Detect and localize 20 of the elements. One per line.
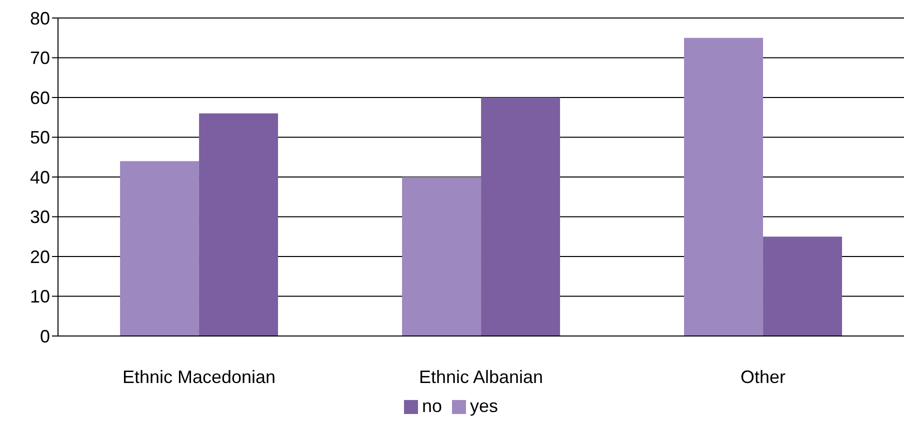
- bar: [763, 236, 842, 336]
- bar: [120, 161, 200, 336]
- y-tick-label: 80: [30, 8, 50, 28]
- x-tick-label: Ethnic Macedonian: [122, 366, 276, 387]
- legend-label: yes: [470, 396, 498, 416]
- y-tick-label: 0: [40, 326, 50, 346]
- bar: [199, 113, 278, 336]
- x-tick-label: Ethnic Albanian: [418, 366, 544, 387]
- legend-label: no: [422, 396, 442, 416]
- y-tick-label: 70: [30, 48, 50, 68]
- y-tick-label: 10: [30, 286, 50, 307]
- bar: [481, 98, 560, 336]
- y-tick-label: 50: [30, 128, 50, 148]
- x-tick-label: Other: [740, 366, 786, 387]
- y-tick-label: 40: [30, 167, 50, 188]
- y-tick-label: 60: [30, 88, 50, 108]
- bar: [684, 38, 764, 336]
- y-tick-label: 20: [30, 246, 50, 267]
- y-tick-label: 30: [30, 207, 50, 228]
- bar: [402, 177, 482, 336]
